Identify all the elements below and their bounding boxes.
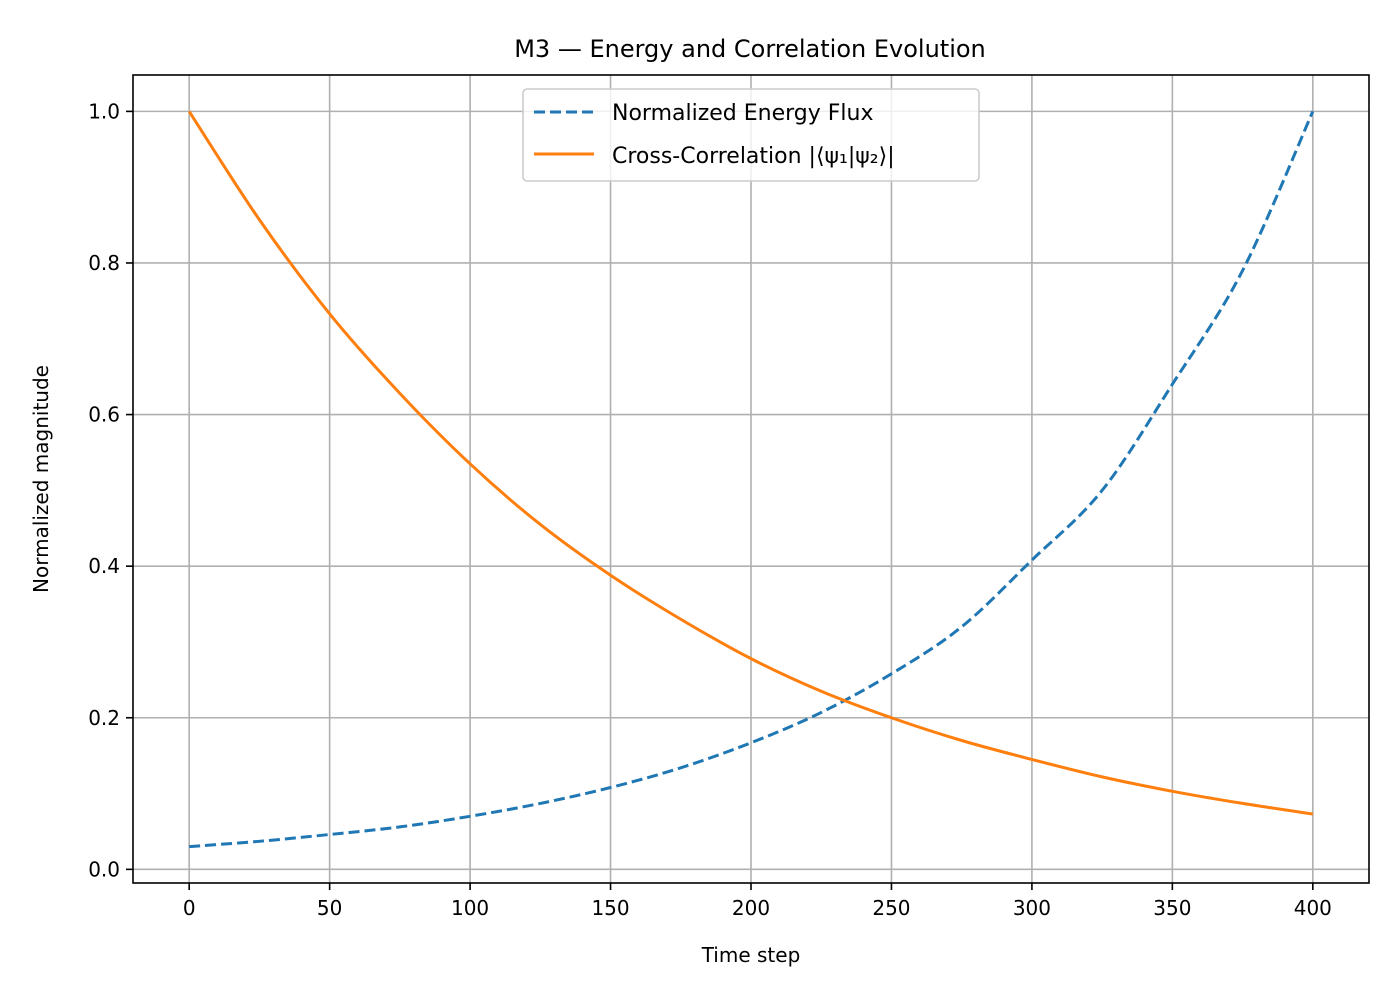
x-tick-label: 300 bbox=[1013, 896, 1051, 920]
y-tick-label: 0.2 bbox=[88, 706, 120, 730]
series-line-energy-flux bbox=[189, 110, 1315, 849]
y-tick-label: 0.4 bbox=[88, 554, 120, 578]
x-tick-label: 350 bbox=[1153, 896, 1191, 920]
x-tick-label: 200 bbox=[732, 896, 770, 920]
series-group bbox=[187, 110, 1315, 849]
x-axis-label: Time step bbox=[701, 943, 801, 967]
legend-box bbox=[522, 88, 980, 182]
x-tick-label: 150 bbox=[591, 896, 629, 920]
x-tick-label: 50 bbox=[317, 896, 342, 920]
legend-label-energy-flux: Normalized Energy Flux bbox=[612, 101, 874, 126]
y-tick-label: 0.6 bbox=[88, 403, 120, 427]
series-line-cross-correlation bbox=[187, 110, 1314, 816]
x-tick-label: 0 bbox=[183, 896, 196, 920]
x-tick-label: 250 bbox=[872, 896, 910, 920]
y-tick-label: 1.0 bbox=[88, 99, 120, 123]
x-tick-label: 400 bbox=[1294, 896, 1332, 920]
y-axis-label: Normalized magnitude bbox=[29, 365, 53, 593]
x-axis-ticks: 0 50 100 150 200 250 300 350 400 bbox=[183, 883, 1332, 920]
y-axis-ticks: 0.0 0.2 0.4 0.6 0.8 1.0 bbox=[88, 99, 133, 881]
legend-label-cross-correlation: Cross-Correlation |⟨ψ₁|ψ₂⟩| bbox=[612, 144, 895, 169]
y-tick-label: 0.8 bbox=[88, 251, 120, 275]
x-tick-label: 100 bbox=[451, 896, 489, 920]
y-tick-label: 0.0 bbox=[88, 857, 120, 881]
chart-title: M3 — Energy and Correlation Evolution bbox=[514, 35, 986, 63]
legend: Normalized Energy Flux Cross-Correlation… bbox=[522, 88, 980, 182]
grid-lines bbox=[133, 75, 1369, 883]
